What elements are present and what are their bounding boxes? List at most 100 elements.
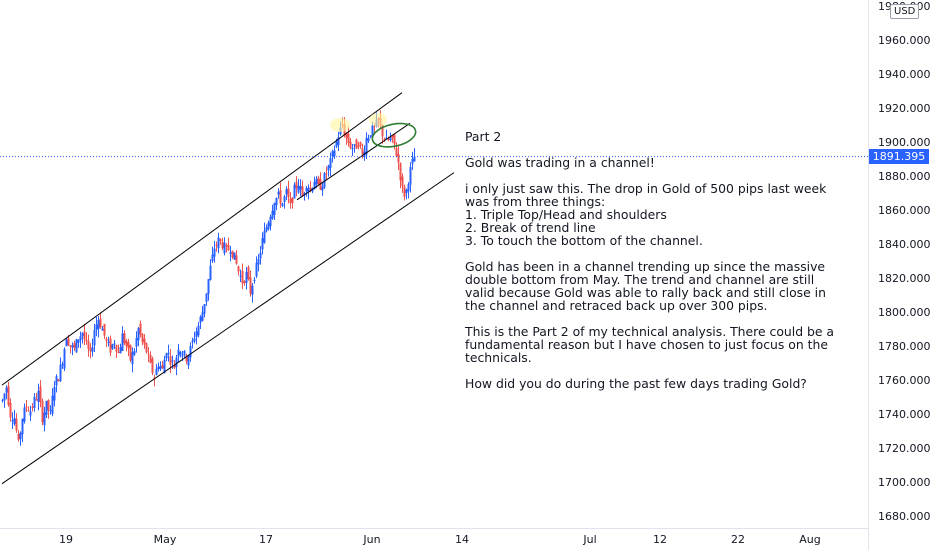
candle (59, 357, 62, 383)
candle (303, 191, 306, 201)
candle (145, 342, 148, 354)
candle (333, 145, 336, 159)
y-axis[interactable]: 1980.0001960.0001940.0001920.0001900.000… (878, 0, 931, 523)
candle (87, 334, 90, 357)
candle (321, 181, 324, 196)
candle (51, 388, 54, 417)
candle (23, 403, 26, 424)
candle (69, 345, 72, 354)
candle (283, 194, 286, 209)
candle (213, 240, 216, 263)
candle (317, 175, 320, 186)
candle (115, 344, 118, 358)
candle (237, 265, 240, 276)
candle (93, 323, 96, 353)
candle (397, 145, 400, 170)
candle (121, 326, 124, 352)
candle (287, 180, 290, 204)
candle (207, 279, 210, 301)
candle (45, 400, 48, 418)
candle (7, 381, 10, 407)
candle (117, 344, 120, 354)
candle (25, 400, 28, 413)
candle (183, 350, 186, 358)
candle (17, 430, 20, 442)
candle (95, 316, 98, 337)
candle (295, 176, 298, 197)
candle (157, 362, 160, 372)
candle (43, 406, 46, 432)
candle (153, 374, 156, 387)
candle (313, 176, 316, 190)
candle (1, 398, 4, 403)
candle (365, 132, 368, 159)
candle (369, 135, 372, 139)
candle (305, 186, 308, 197)
candle (89, 343, 92, 359)
candle (357, 141, 360, 150)
note-paragraph: Gold was trading in a channel! (465, 155, 655, 170)
candle (163, 355, 166, 374)
y-tick-label: 1860.000 (878, 204, 931, 217)
candle (39, 380, 42, 408)
candle (411, 151, 414, 171)
candle (413, 148, 416, 162)
candle (137, 327, 140, 347)
candle (231, 250, 234, 260)
x-axis[interactable]: 19 May 17 Jun 14 Jul 12 22 Aug (59, 533, 821, 546)
candle (385, 129, 388, 140)
x-tick-label: 19 (59, 533, 73, 546)
candle (169, 349, 172, 374)
candle (119, 343, 122, 354)
candle (403, 184, 406, 201)
candle (315, 176, 318, 188)
candle (123, 330, 126, 346)
candle (101, 326, 104, 331)
y-tick-label: 1880.000 (878, 170, 931, 183)
candle (189, 342, 192, 362)
candle (113, 340, 116, 349)
candle (269, 214, 272, 231)
note-paragraph: i only just saw this. The drop in Gold o… (465, 181, 827, 248)
candle (401, 173, 404, 193)
candle (285, 186, 288, 200)
candle (311, 187, 314, 194)
candle (91, 338, 94, 357)
candle (133, 348, 136, 356)
candle (129, 344, 132, 363)
candle (55, 374, 58, 393)
candle (3, 392, 6, 408)
candle (197, 322, 200, 338)
candle (127, 338, 130, 357)
candle (399, 162, 402, 189)
candle (297, 178, 300, 194)
candle (267, 220, 270, 231)
candle (185, 353, 188, 365)
y-tick-label: 1700.000 (878, 476, 931, 489)
candle (11, 412, 14, 430)
candle (21, 418, 24, 443)
currency-label[interactable]: USD (890, 4, 920, 19)
candle (409, 162, 412, 193)
candle (5, 385, 8, 400)
candle (301, 180, 304, 197)
channel-line (296, 122, 411, 201)
y-tick-label: 1920.000 (878, 102, 931, 115)
candle (15, 413, 18, 433)
candle (227, 237, 230, 251)
y-tick-label: 1960.000 (878, 34, 931, 47)
candle (57, 378, 60, 382)
candle (243, 280, 246, 286)
x-tick-label: Jun (362, 533, 380, 546)
candle (29, 405, 32, 421)
candle (65, 338, 68, 347)
top-highlight (369, 112, 387, 127)
candle (47, 399, 50, 419)
candle (161, 361, 164, 369)
current-price-badge: 1891.395 (869, 149, 929, 164)
candle (63, 347, 66, 372)
candle (141, 333, 144, 346)
candle (327, 164, 330, 177)
candle (99, 312, 102, 329)
candle (155, 364, 158, 376)
